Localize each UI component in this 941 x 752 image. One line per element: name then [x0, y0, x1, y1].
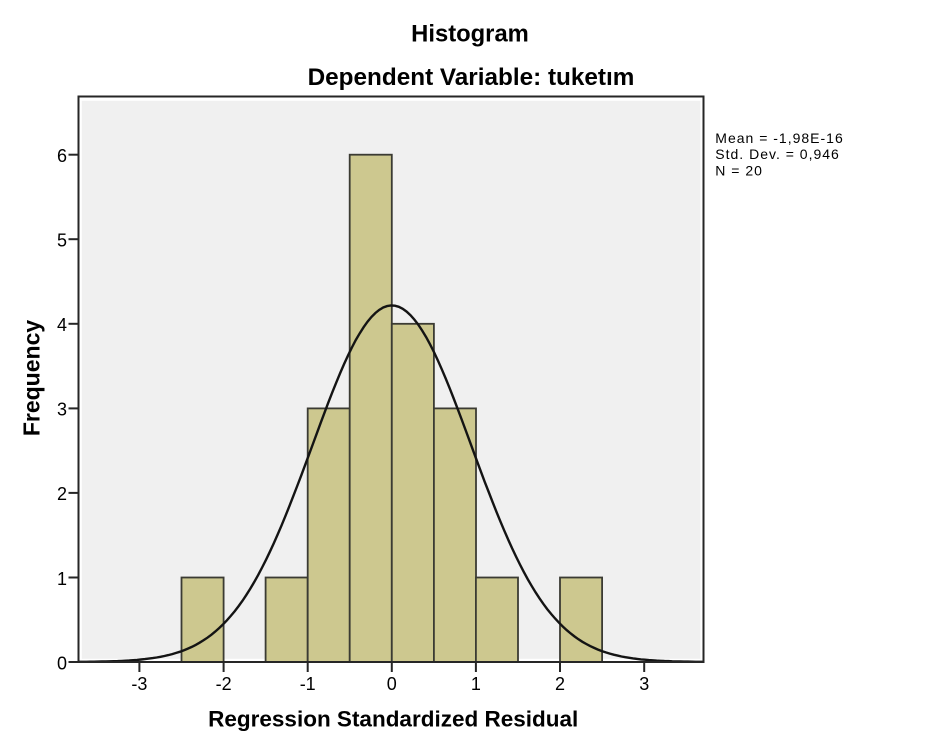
svg-text:Frequency: Frequency — [19, 320, 45, 437]
svg-text:-3: -3 — [131, 674, 147, 694]
svg-text:-1: -1 — [300, 674, 316, 694]
svg-text:0: 0 — [387, 674, 397, 694]
svg-text:0: 0 — [57, 653, 67, 673]
svg-text:Std. Dev. = 0,946: Std. Dev. = 0,946 — [715, 146, 840, 162]
svg-text:1: 1 — [471, 674, 481, 694]
svg-text:4: 4 — [57, 315, 67, 335]
svg-text:Histogram: Histogram — [411, 20, 529, 47]
svg-text:2: 2 — [555, 674, 565, 694]
svg-text:2: 2 — [57, 484, 67, 504]
svg-text:6: 6 — [57, 146, 67, 166]
svg-text:3: 3 — [57, 400, 67, 420]
svg-text:N = 20: N = 20 — [715, 163, 763, 179]
svg-text:Regression Standardized Residu: Regression Standardized Residual — [208, 706, 578, 731]
svg-text:Mean = -1,98E-16: Mean = -1,98E-16 — [715, 130, 843, 146]
svg-text:5: 5 — [57, 231, 67, 251]
svg-text:Dependent Variable: tuketım: Dependent Variable: tuketım — [308, 64, 635, 91]
svg-text:-2: -2 — [216, 674, 232, 694]
svg-text:1: 1 — [57, 569, 67, 589]
svg-text:3: 3 — [639, 674, 649, 694]
